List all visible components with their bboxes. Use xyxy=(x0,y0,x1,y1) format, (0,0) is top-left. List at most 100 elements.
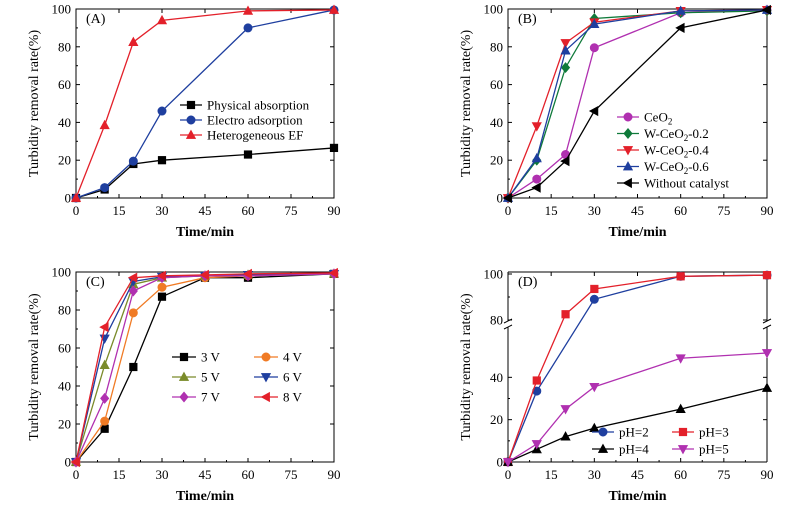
data-point xyxy=(70,192,82,202)
y-tick-label: 40 xyxy=(490,370,503,385)
data-point xyxy=(560,39,571,49)
x-tick-label: 90 xyxy=(328,203,341,218)
legend-label: pH=3 xyxy=(699,425,729,440)
series-line xyxy=(75,273,335,463)
data-point xyxy=(589,18,600,29)
data-point xyxy=(675,403,686,413)
y-tick-label: 100 xyxy=(52,2,72,17)
data-point xyxy=(128,308,138,318)
legend-label: W-CeO2-0.2 xyxy=(644,126,709,143)
y-tick-label: 40 xyxy=(58,379,71,394)
y-tick-label: 60 xyxy=(58,341,71,356)
x-tick-label: 75 xyxy=(285,203,298,218)
series-line xyxy=(75,273,335,463)
data-point xyxy=(99,321,109,333)
data-point xyxy=(157,156,167,165)
x-tick-label: 60 xyxy=(242,467,255,482)
data-point xyxy=(676,272,685,281)
series-line xyxy=(75,272,335,463)
series-line xyxy=(507,387,768,463)
x-tick-label: 0 xyxy=(505,467,512,482)
y-axis-title: Turbidity removal rate(%) xyxy=(459,293,474,441)
x-tick-label: 0 xyxy=(73,203,80,218)
data-point xyxy=(762,271,772,280)
panel-label: (A) xyxy=(86,12,106,27)
series-line xyxy=(75,273,335,463)
data-point xyxy=(560,156,570,167)
data-point xyxy=(156,270,166,281)
x-axis-title: Time/min xyxy=(608,489,666,504)
data-point xyxy=(127,272,138,283)
x-tick-label: 45 xyxy=(199,203,212,218)
y-tick-label: 20 xyxy=(58,417,71,432)
x-tick-label: 75 xyxy=(285,467,298,482)
legend-label: 6 V xyxy=(283,370,303,385)
x-tick-label: 15 xyxy=(113,467,126,482)
series-line xyxy=(75,147,335,199)
y-tick-label: 20 xyxy=(58,153,71,168)
data-point xyxy=(531,182,541,193)
y-tick-label: 40 xyxy=(58,115,71,130)
data-point xyxy=(100,183,110,193)
x-tick-label: 90 xyxy=(761,203,774,218)
data-point xyxy=(532,376,541,385)
data-point xyxy=(128,36,139,46)
x-tick-label: 0 xyxy=(505,203,512,218)
y-tick-label: 80 xyxy=(58,39,71,54)
y-tick-label: 0 xyxy=(497,191,504,206)
data-point xyxy=(99,359,110,370)
data-point xyxy=(157,106,167,116)
data-point xyxy=(242,5,254,15)
legend-marker xyxy=(622,177,632,189)
legend-label: Physical absorption xyxy=(207,98,310,113)
legend-label: Electro adsorption xyxy=(207,113,303,128)
legend-marker xyxy=(179,352,189,362)
data-point xyxy=(243,150,253,159)
legend-marker xyxy=(260,391,270,403)
data-point xyxy=(761,4,771,16)
x-tick-label: 90 xyxy=(761,467,774,482)
legend-label: pH=5 xyxy=(699,442,729,457)
legend-label: Heterogeneous EF xyxy=(207,128,303,143)
legend-label: 4 V xyxy=(283,350,303,365)
data-point xyxy=(590,284,599,294)
data-point xyxy=(129,362,138,372)
x-tick-label: 15 xyxy=(113,203,126,218)
legend-marker xyxy=(179,391,189,403)
x-tick-label: 30 xyxy=(156,467,169,482)
y-tick-label: 60 xyxy=(58,77,71,92)
data-point xyxy=(560,405,571,415)
data-point xyxy=(157,292,167,301)
y-axis-title: Turbidity removal rate(%) xyxy=(459,30,474,178)
axis-break-mark xyxy=(762,318,772,324)
legend-marker xyxy=(186,115,196,125)
series-line xyxy=(75,9,335,199)
legend-marker xyxy=(186,100,196,110)
x-axis-title: Time/min xyxy=(176,225,234,240)
series-line xyxy=(507,9,768,199)
data-point xyxy=(531,152,542,163)
x-tick-label: 0 xyxy=(73,467,80,482)
legend-label: Without catalyst xyxy=(644,176,729,191)
data-point xyxy=(70,456,80,468)
legend-label: W-CeO2-0.6 xyxy=(644,159,709,176)
data-point xyxy=(560,45,571,55)
x-tick-label: 60 xyxy=(242,203,255,218)
data-point xyxy=(531,440,542,450)
series-line xyxy=(507,274,768,463)
panel-label: (C) xyxy=(86,275,105,290)
legend-label: pH=4 xyxy=(619,442,649,457)
data-point xyxy=(561,310,570,319)
data-point xyxy=(502,192,512,204)
data-point xyxy=(328,267,338,279)
legend-label: 7 V xyxy=(201,390,221,405)
legend-label: pH=2 xyxy=(619,425,649,440)
data-point xyxy=(675,354,686,364)
series-line xyxy=(507,9,768,199)
data-point xyxy=(99,119,110,130)
legend-label: 3 V xyxy=(201,350,221,365)
x-tick-label: 75 xyxy=(717,203,730,218)
data-point xyxy=(199,269,209,280)
data-point xyxy=(128,156,138,166)
